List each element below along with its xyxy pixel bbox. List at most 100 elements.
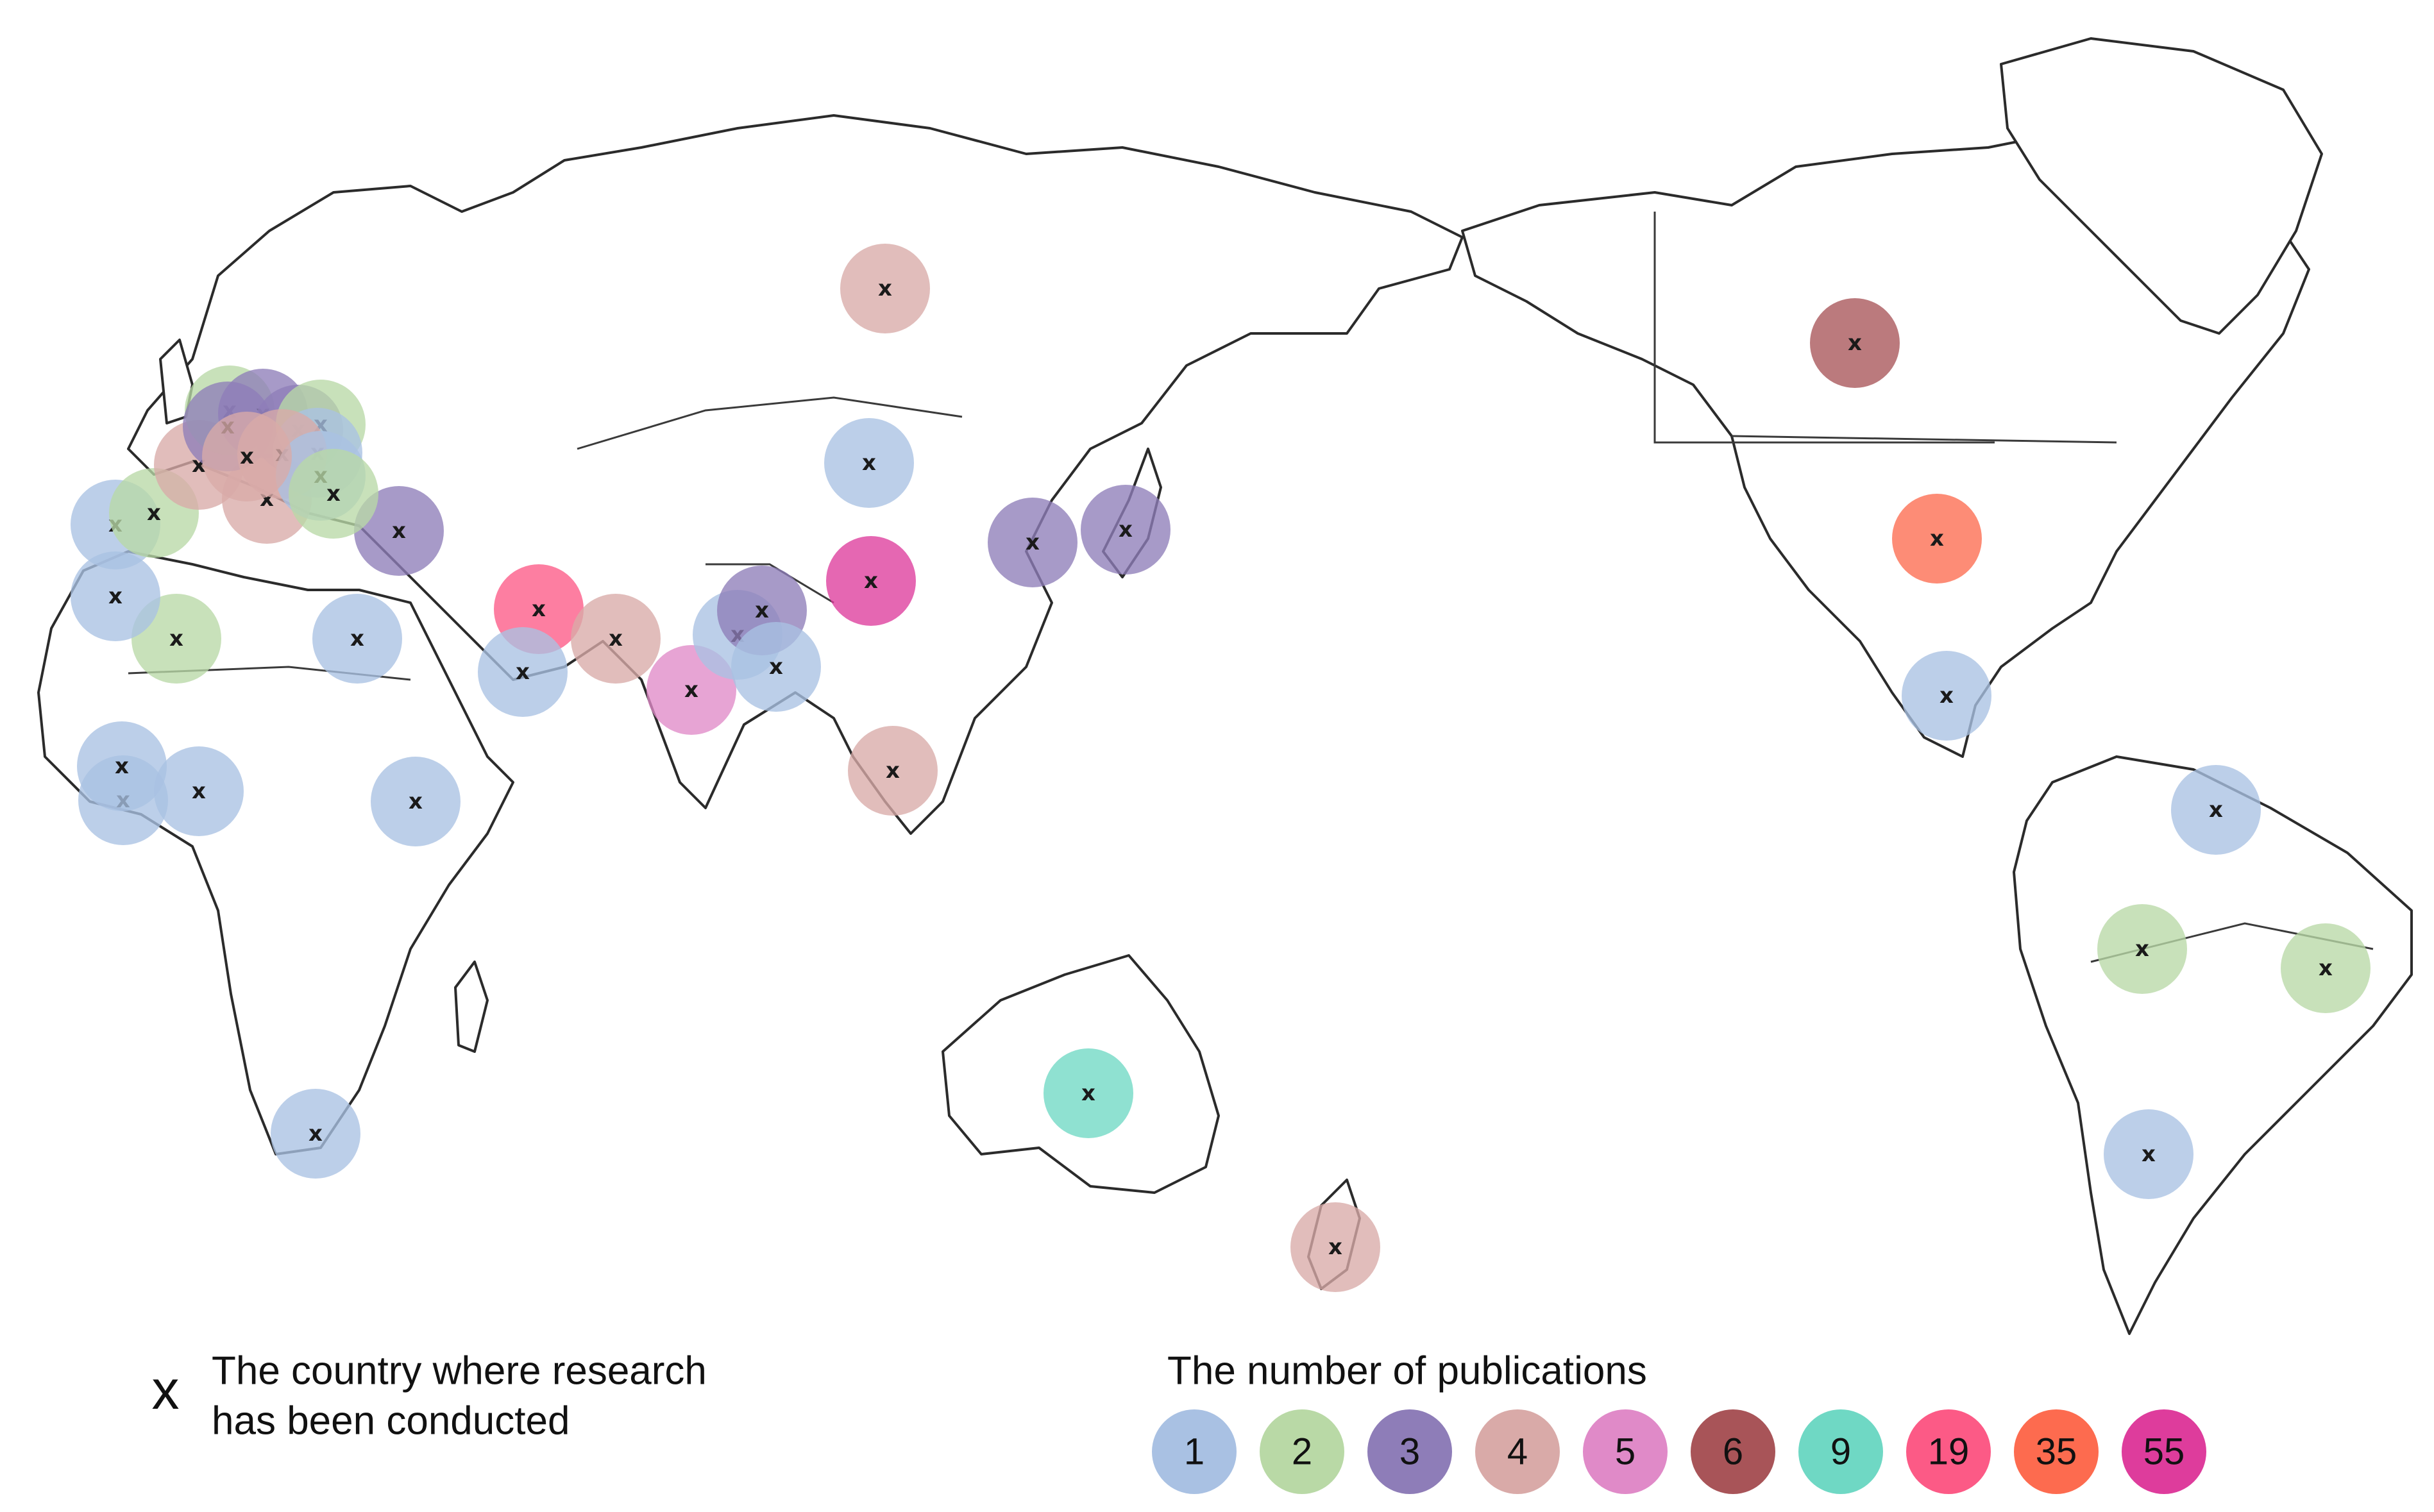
research-country-marker: x bbox=[769, 654, 783, 680]
legend-swatch-label: 35 bbox=[2036, 1431, 2077, 1473]
legend-swatch-circle bbox=[1367, 1409, 1452, 1494]
bubble-morocco: x bbox=[71, 551, 160, 641]
publication-bubbles: xxxxxxxxxxxxxxxxxxxxxxxxxxxxxxxxxxxxxxxx… bbox=[71, 244, 2371, 1292]
research-country-marker: x bbox=[1119, 517, 1133, 542]
bubble-bangladesh: x bbox=[731, 622, 821, 712]
bubble-australia: x bbox=[1044, 1048, 1133, 1138]
bubble-brazil: x bbox=[2281, 923, 2371, 1013]
bubble-circle-australia bbox=[1044, 1048, 1133, 1138]
bubble-russia: x bbox=[840, 244, 930, 333]
research-country-marker: x bbox=[115, 753, 129, 779]
bubble-circle-mexico bbox=[1902, 651, 1991, 741]
legend-swatch-circle bbox=[1475, 1409, 1560, 1494]
south-america-landmass bbox=[2013, 755, 2413, 1335]
research-country-marker: x bbox=[864, 568, 878, 594]
bubble-turkey: x bbox=[354, 486, 444, 576]
bubble-circle-switzerland bbox=[202, 412, 292, 501]
bubble-pakistan: x bbox=[571, 594, 661, 684]
research-country-marker: x bbox=[392, 518, 406, 544]
research-country-marker: x bbox=[2209, 797, 2223, 823]
research-country-marker: x bbox=[192, 778, 206, 804]
legend-swatch-1: 1 bbox=[1152, 1409, 1237, 1494]
bubble-circle-nigeria bbox=[154, 746, 244, 836]
madagascar-landmass bbox=[454, 961, 489, 1053]
legend-swatch-19: 19 bbox=[1906, 1409, 1991, 1494]
legend-marker-caption-line1: The country where research bbox=[212, 1349, 707, 1393]
bubble-chile: x bbox=[2104, 1109, 2193, 1199]
legend-swatch-4: 4 bbox=[1475, 1409, 1560, 1494]
research-country-marker: x bbox=[2319, 955, 2333, 981]
legend-swatch-circle bbox=[1906, 1409, 1991, 1494]
research-country-marker: x bbox=[409, 789, 423, 814]
legend-swatch-circle bbox=[1691, 1409, 1775, 1494]
bubble-venezuela: x bbox=[2171, 765, 2261, 855]
bubble-circle-japan bbox=[1081, 485, 1171, 575]
bubble-mongolia: x bbox=[824, 418, 914, 508]
bubble-circle-china bbox=[826, 536, 916, 626]
legend-swatch-label: 2 bbox=[1292, 1431, 1312, 1473]
bubble-peru: x bbox=[2097, 904, 2187, 994]
bubble-circle-ethiopia bbox=[371, 757, 461, 846]
research-country-marker: x bbox=[609, 626, 623, 651]
research-country-marker: x bbox=[147, 500, 161, 526]
research-country-marker: x bbox=[755, 598, 769, 623]
bubble-saudi-arabia: x bbox=[478, 627, 568, 717]
bubble-cote-d-ivoire: x bbox=[77, 721, 167, 811]
legend-swatch-9: 9 bbox=[1798, 1409, 1883, 1494]
research-country-marker: x bbox=[240, 444, 254, 469]
legend-swatch-label: 4 bbox=[1507, 1431, 1528, 1473]
research-country-marker: x bbox=[2142, 1141, 2156, 1167]
legend-swatch-5: 5 bbox=[1583, 1409, 1668, 1494]
legend-swatch-label: 3 bbox=[1399, 1431, 1420, 1473]
bubble-circle-thailand bbox=[848, 726, 938, 816]
research-country-marker: x bbox=[684, 677, 698, 703]
bubble-circle-south-korea bbox=[988, 498, 1078, 587]
bubble-circle-morocco bbox=[71, 551, 160, 641]
legend-swatch-label: 1 bbox=[1184, 1431, 1204, 1473]
research-country-marker: x bbox=[532, 596, 546, 622]
bubble-canada: x bbox=[1810, 298, 1900, 388]
research-country-marker: x bbox=[1930, 526, 1944, 551]
legend-marker-symbol: x bbox=[152, 1359, 180, 1421]
legend-swatch-circle bbox=[2014, 1409, 2099, 1494]
bubble-mexico: x bbox=[1902, 651, 1991, 741]
bubble-nigeria: x bbox=[154, 746, 244, 836]
legend-swatch-label: 5 bbox=[1615, 1431, 1635, 1473]
legend-swatch-6: 6 bbox=[1691, 1409, 1775, 1494]
legend-swatch-label: 55 bbox=[2143, 1431, 2185, 1473]
bubble-circle-venezuela bbox=[2171, 765, 2261, 855]
research-country-marker: x bbox=[2135, 936, 2149, 962]
legend-swatch-label: 6 bbox=[1723, 1431, 1743, 1473]
legend-swatch-2: 2 bbox=[1260, 1409, 1344, 1494]
bubble-circle-south-africa bbox=[271, 1089, 360, 1179]
bubble-circle-egypt bbox=[312, 594, 402, 684]
legend-swatch-circle bbox=[1152, 1409, 1237, 1494]
bubble-circle-bangladesh bbox=[731, 622, 821, 712]
legend-swatch-circle bbox=[1798, 1409, 1883, 1494]
greenland-landmass bbox=[2000, 37, 2323, 335]
research-country-marker: x bbox=[169, 626, 183, 651]
bubble-south-korea: x bbox=[988, 498, 1078, 587]
legend-swatch-35: 35 bbox=[2014, 1409, 2099, 1494]
bubble-united-states: x bbox=[1892, 494, 1982, 584]
research-country-marker: x bbox=[886, 758, 900, 784]
bubble-circle-canada bbox=[1810, 298, 1900, 388]
legend-swatch-label: 9 bbox=[1830, 1431, 1851, 1473]
legend-count-title: The number of publications bbox=[1167, 1349, 1647, 1393]
bubble-china: x bbox=[826, 536, 916, 626]
research-country-marker: x bbox=[350, 626, 364, 651]
bubble-circle-mongolia bbox=[824, 418, 914, 508]
research-country-marker: x bbox=[326, 481, 341, 507]
bubble-circle-united-states bbox=[1892, 494, 1982, 584]
bubble-circle-saudi-arabia bbox=[478, 627, 568, 717]
research-country-marker: x bbox=[1940, 683, 1954, 709]
legend-swatch-55: 55 bbox=[2122, 1409, 2206, 1494]
bubble-egypt: x bbox=[312, 594, 402, 684]
research-country-marker: x bbox=[308, 1121, 323, 1147]
bubble-serbia: x bbox=[289, 449, 378, 539]
bubble-circle-serbia bbox=[289, 449, 378, 539]
research-country-marker: x bbox=[516, 659, 530, 685]
research-country-marker: x bbox=[1848, 330, 1862, 356]
bubble-switzerland: x bbox=[202, 412, 292, 501]
